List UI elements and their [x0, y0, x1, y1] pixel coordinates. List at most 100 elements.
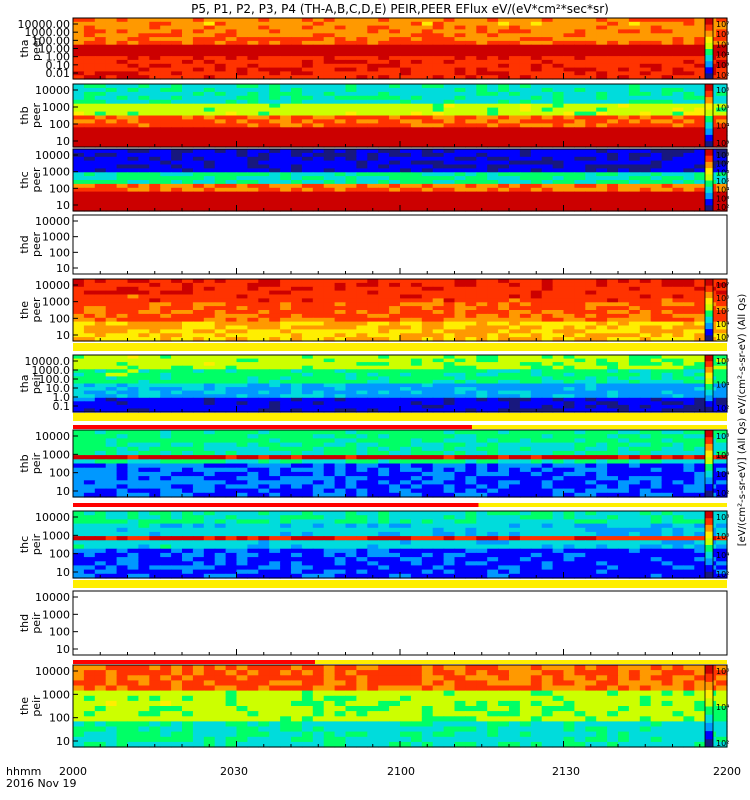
heatmap-cell [323, 164, 336, 169]
heatmap-cell [334, 387, 347, 392]
heatmap-cell [716, 164, 728, 169]
heatmap-cell [509, 87, 521, 93]
heatmap-cell [160, 191, 172, 197]
heatmap-cell [192, 95, 205, 101]
heatmap-cell [160, 279, 172, 284]
heatmap-cell [628, 107, 641, 113]
heatmap-cell [269, 123, 281, 128]
heatmap-cell [236, 321, 248, 327]
heatmap-cell [127, 176, 139, 181]
heatmap-cell [247, 21, 259, 27]
heatmap-cell [519, 397, 532, 402]
heatmap-cell [280, 321, 292, 327]
heatmap-cell [454, 333, 466, 338]
heatmap-cell [225, 139, 238, 144]
heatmap-cell [269, 313, 281, 319]
heatmap-cell [454, 160, 466, 166]
heatmap-cell [650, 52, 663, 57]
heatmap-cell [269, 333, 281, 338]
heatmap-cell [83, 298, 96, 303]
heatmap-cell [487, 372, 499, 377]
heatmap-cell [160, 195, 172, 200]
heatmap-cell [607, 355, 619, 360]
heatmap-cell [247, 369, 259, 374]
heatmap-cell [552, 302, 565, 307]
heatmap-cell [607, 84, 619, 89]
heatmap-cell [192, 44, 205, 50]
heatmap-cell [138, 95, 150, 101]
heatmap-cell [171, 325, 183, 330]
heatmap-cell [694, 298, 706, 303]
colorbar-swatch [705, 24, 713, 31]
heatmap-cell [443, 317, 456, 323]
heatmap-cell [182, 387, 194, 392]
heatmap-cell [356, 329, 368, 334]
heatmap-cell [476, 313, 488, 319]
heatmap-cell [574, 127, 586, 132]
heatmap-cell [356, 37, 368, 42]
heatmap-cell [367, 203, 379, 208]
heatmap-cell [192, 329, 205, 334]
heatmap-cell [628, 164, 641, 169]
heatmap-cell [509, 310, 521, 315]
heatmap-cell [345, 383, 357, 388]
heatmap-cell [280, 67, 292, 72]
heatmap-cell [323, 279, 336, 284]
heatmap-cell [639, 298, 652, 303]
heatmap-cell [574, 84, 586, 89]
heatmap-cell [269, 183, 281, 189]
heatmap-cell [182, 317, 194, 323]
heatmap-cell [301, 376, 314, 381]
heatmap-cell [585, 87, 597, 93]
heatmap-cell [73, 127, 85, 132]
heatmap-cell [465, 397, 477, 402]
heatmap-cell [443, 119, 456, 124]
heatmap-cell [356, 119, 368, 124]
heatmap-cell [454, 397, 466, 402]
heatmap-cell [661, 135, 674, 140]
heatmap-cell [498, 358, 510, 363]
heatmap-cell [149, 390, 161, 395]
heatmap-cell [73, 95, 85, 101]
heatmap-cell [432, 358, 445, 363]
heatmap-cell [650, 329, 663, 334]
heatmap-cell [334, 397, 347, 402]
heatmap-cell [345, 115, 357, 120]
heatmap-cell [487, 369, 499, 374]
heatmap-cell [650, 139, 663, 144]
heatmap-cell [530, 355, 543, 360]
heatmap-cell [236, 306, 248, 311]
heatmap-cell [291, 59, 303, 65]
heatmap-cell [618, 119, 630, 124]
heatmap-cell [410, 52, 423, 57]
heatmap-cell [214, 25, 227, 30]
heatmap-cell [476, 390, 488, 395]
heatmap-cell [585, 376, 597, 381]
heatmap-cell [149, 156, 161, 162]
heatmap-cell [258, 84, 270, 89]
heatmap-cell [291, 164, 303, 169]
heatmap-cell [160, 164, 172, 169]
heatmap-cell [628, 111, 641, 117]
heatmap-cell [465, 164, 477, 169]
heatmap-cell [138, 56, 150, 61]
heatmap-cell [628, 203, 641, 208]
heatmap-cell [487, 131, 499, 136]
heatmap-cell [519, 111, 532, 117]
heatmap-cell [171, 401, 183, 406]
heatmap-cell [334, 63, 347, 69]
heatmap-cell [628, 71, 641, 76]
heatmap-cell [127, 71, 139, 76]
heatmap-cell [192, 387, 205, 392]
heatmap-cell [410, 37, 423, 42]
heatmap-cell [650, 387, 663, 392]
heatmap-cell [214, 172, 227, 177]
heatmap-cell [160, 87, 172, 93]
heatmap-cell [367, 333, 379, 338]
heatmap-cell [247, 383, 259, 388]
heatmap-cell [628, 29, 641, 34]
heatmap-cell [465, 321, 477, 327]
heatmap-cell [716, 111, 728, 117]
heatmap-cell [236, 404, 248, 410]
heatmap-cell [127, 325, 139, 330]
